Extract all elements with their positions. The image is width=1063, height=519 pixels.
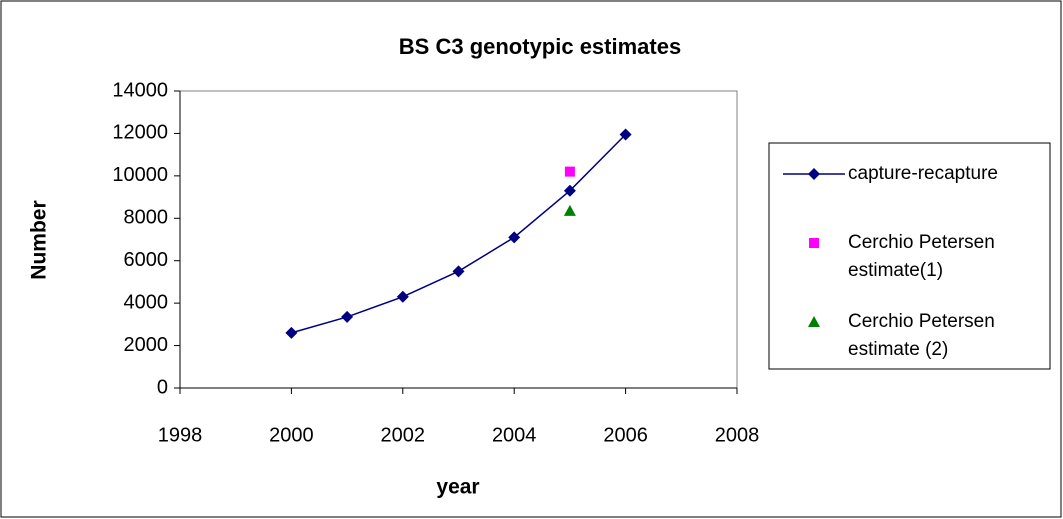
marker bbox=[452, 265, 465, 278]
y-tick-label: 14000 bbox=[112, 79, 168, 101]
legend-marker bbox=[808, 316, 820, 327]
marker bbox=[341, 310, 354, 323]
legend-label: capture-recapture bbox=[848, 163, 998, 184]
y-tick-label: 10000 bbox=[112, 164, 168, 186]
legend-marker bbox=[809, 238, 819, 248]
marker bbox=[508, 231, 521, 244]
y-tick-label: 8000 bbox=[124, 207, 169, 229]
marker bbox=[396, 290, 409, 303]
legend-label: Cerchio Petersen estimate (2) bbox=[848, 311, 995, 360]
marker bbox=[563, 204, 576, 216]
x-tick-label: 2004 bbox=[492, 424, 537, 446]
x-tick-label: 1998 bbox=[158, 424, 203, 446]
chart-title: BS C3 genotypic estimates bbox=[399, 34, 681, 59]
marker bbox=[285, 326, 298, 339]
y-tick-label: 4000 bbox=[124, 291, 169, 313]
x-tick-label: 2002 bbox=[381, 424, 426, 446]
x-axis-label: year bbox=[436, 476, 479, 499]
marker bbox=[619, 128, 632, 141]
legend-box bbox=[768, 142, 1051, 370]
x-tick-label: 2008 bbox=[715, 424, 760, 446]
y-tick-label: 12000 bbox=[112, 122, 168, 144]
x-tick-label: 2006 bbox=[603, 424, 648, 446]
y-tick-label: 0 bbox=[157, 376, 168, 398]
y-axis-label: Number bbox=[28, 200, 51, 279]
legend-label: Cerchio Petersen estimate(1) bbox=[848, 232, 995, 281]
y-tick-label: 6000 bbox=[124, 249, 169, 271]
legend-marker bbox=[808, 168, 820, 180]
x-tick-label: 2000 bbox=[269, 424, 314, 446]
marker bbox=[564, 166, 575, 177]
marker bbox=[563, 184, 576, 197]
plot-area bbox=[179, 90, 738, 389]
y-tick-label: 2000 bbox=[124, 334, 169, 356]
